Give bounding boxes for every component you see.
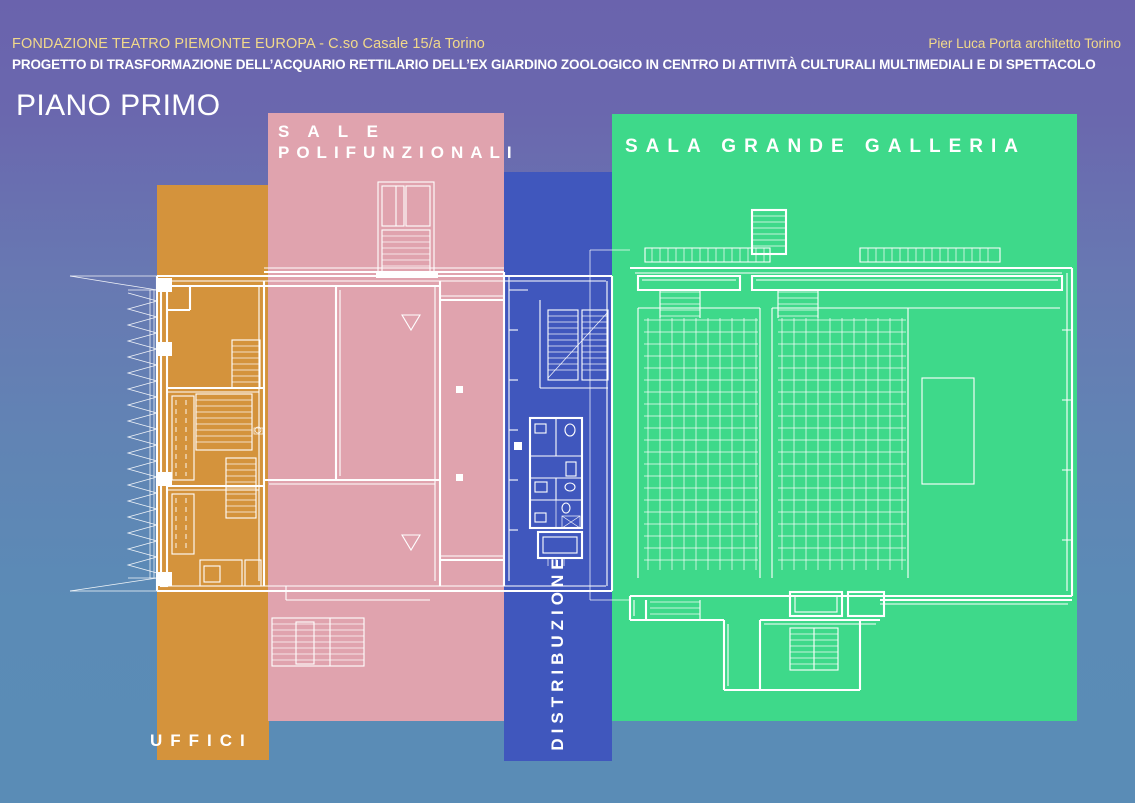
zone-band-sala-grande <box>612 114 1077 721</box>
zone-band-uffici <box>157 185 269 760</box>
architect-credit: Pier Luca Porta architetto Torino <box>928 36 1121 51</box>
left-sawtooth-hatch <box>69 275 160 592</box>
zone-label-sale-line2: POLIFUNZIONALI <box>278 143 519 162</box>
page-title: PIANO PRIMO <box>16 89 221 122</box>
zone-band-sale <box>268 113 504 721</box>
zone-label-distribuzione-text: DISTRIBUZIONE <box>548 553 567 751</box>
zone-label-sale-line1: S A L E <box>278 122 385 141</box>
project-description: PROGETTO DI TRASFORMAZIONE DELL’ACQUARIO… <box>12 57 1096 72</box>
zone-label-uffici: UFFICI <box>150 731 253 750</box>
client-title: FONDAZIONE TEATRO PIEMONTE EUROPA - C.so… <box>12 36 485 52</box>
zone-label-sala-grande: SALA GRANDE GALLERIA <box>625 136 1027 157</box>
